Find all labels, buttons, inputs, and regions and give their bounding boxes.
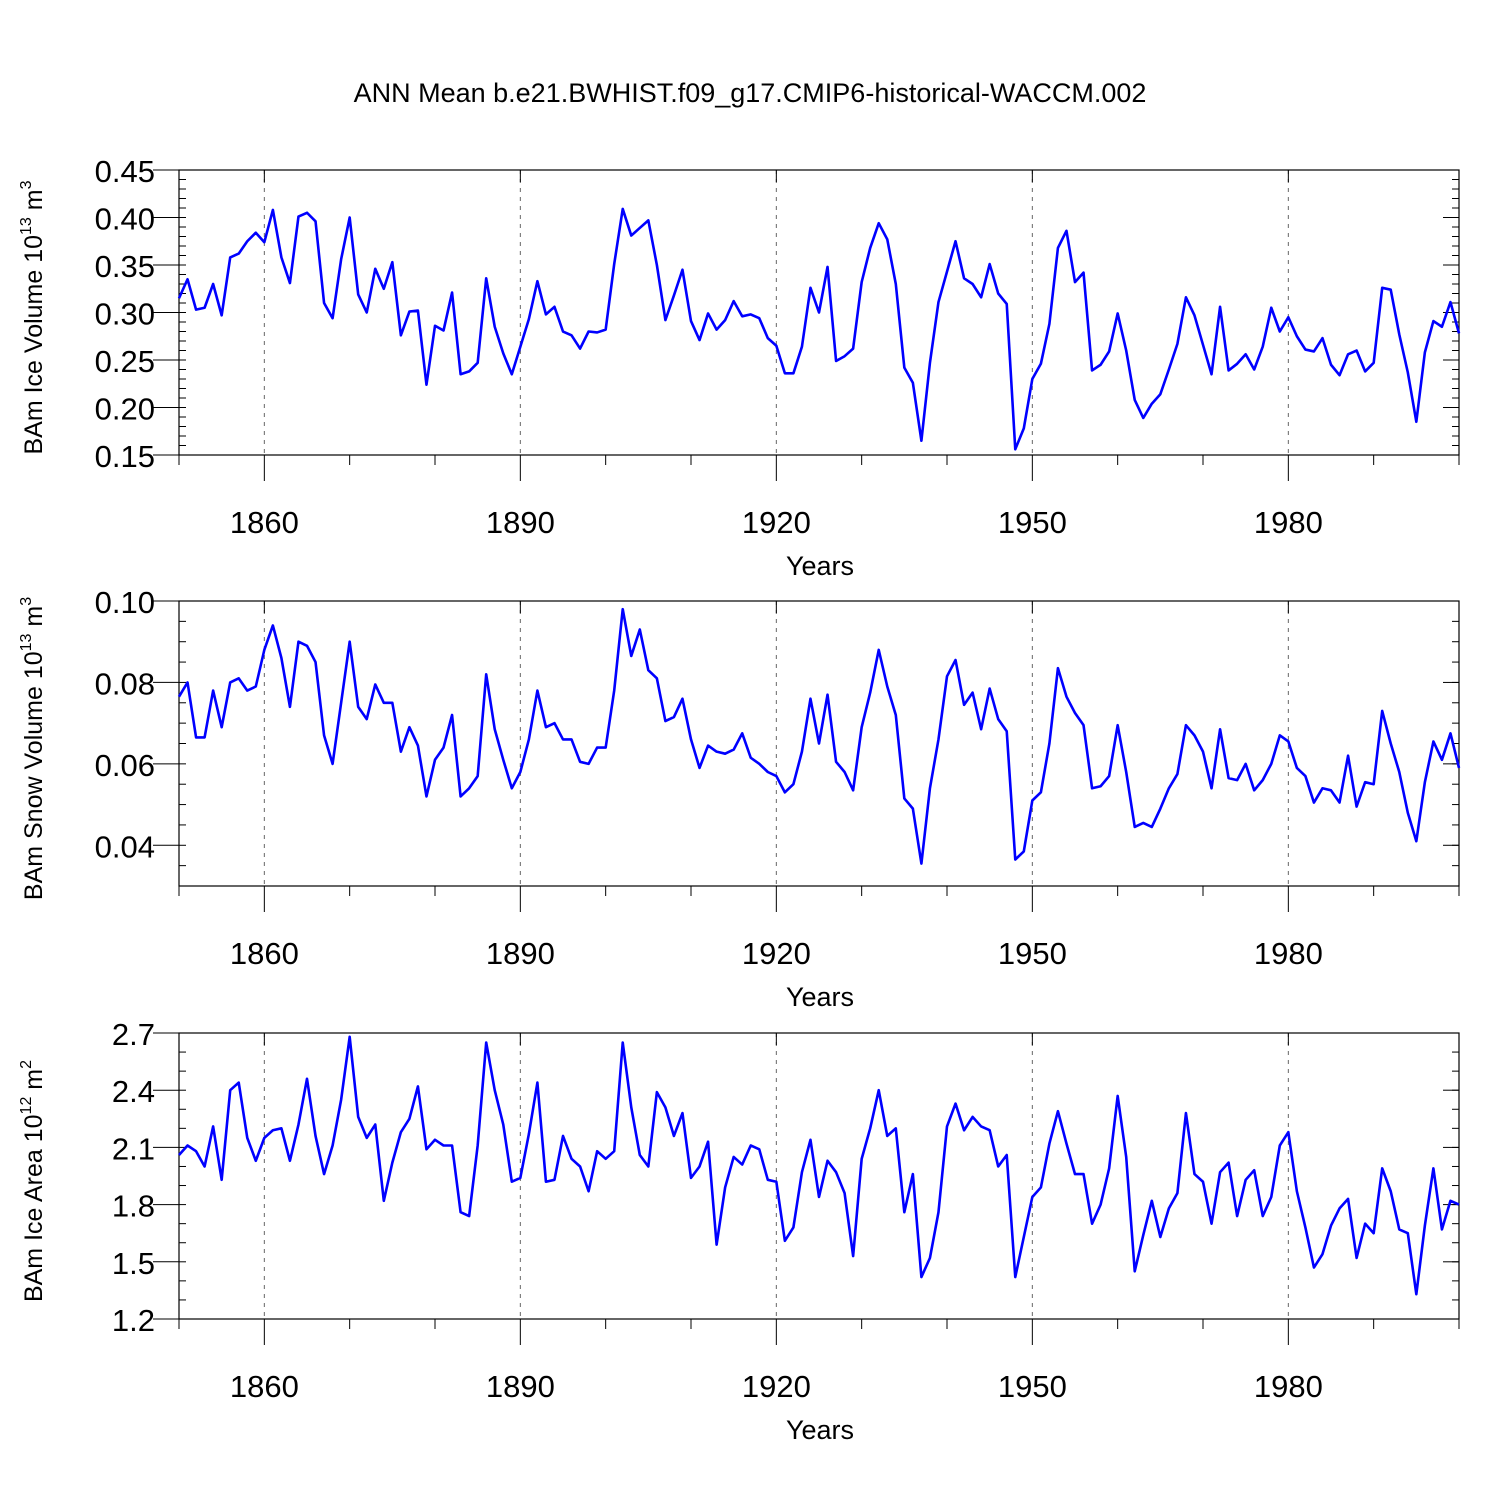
y-tick-label: 2.1 [112, 1131, 155, 1166]
x-tick-label: 1980 [1254, 936, 1323, 971]
x-tick-label: 1950 [998, 1369, 1067, 1404]
y-tick-label: 0.15 [95, 439, 155, 474]
x-tick-label: 1980 [1254, 505, 1323, 540]
plot-frame [178, 169, 1460, 456]
x-tick-label: 1980 [1254, 1369, 1323, 1404]
y-axis-label: BAm Ice Area 1012 m2 [18, 1060, 48, 1302]
series-line [178, 1035, 1460, 1296]
series-line [177, 607, 1461, 865]
y-tick-label: 0.10 [95, 585, 155, 620]
y-tick-label: 0.45 [95, 154, 155, 189]
x-tick-label: 1920 [742, 936, 811, 971]
x-axis-label: Years [786, 551, 854, 581]
y-tick-label: 0.20 [95, 392, 155, 427]
panel-ice-area: 1.2 1.5 1.8 2.1 2.4 2.7 1860 1890 1920 1950 1980 Ye… [18, 1017, 1460, 1445]
y-tick-label: 0.25 [95, 344, 155, 379]
y-tick-label: 0.06 [95, 748, 155, 783]
y-tick-label: 0.04 [95, 829, 155, 864]
y-tick-label: 0.08 [95, 666, 155, 701]
x-tick-label: 1860 [230, 936, 299, 971]
panel-snow-volume: 0.04 0.06 0.08 0.10 1860 1890 1920 1950 1980 Year… [18, 585, 1461, 1012]
x-tick-label: 1860 [230, 505, 299, 540]
y-tick-label: 2.7 [112, 1017, 155, 1052]
y-tick-label: 0.35 [95, 249, 155, 284]
y-tick-label: 2.4 [112, 1074, 155, 1109]
x-tick-label: 1890 [486, 936, 555, 971]
y-axis-label: BAm Ice Volume 1013 m3 [18, 180, 48, 454]
y-axis-label: BAm Snow Volume 1013 m3 [18, 597, 48, 900]
x-tick-label: 1920 [742, 505, 811, 540]
x-tick-label: 1920 [742, 1369, 811, 1404]
y-tick-label: 0.30 [95, 297, 155, 332]
chart-title: ANN Mean b.e21.BWHIST.f09_g17.CMIP6-hist… [353, 78, 1147, 108]
x-axis-label: Years [786, 1415, 854, 1445]
y-tick-label: 1.2 [112, 1303, 155, 1338]
x-axis-label: Years [786, 982, 854, 1012]
plot-frame [178, 1032, 1460, 1320]
x-tick-label: 1860 [230, 1369, 299, 1404]
panel-ice-volume: 0.15 0.20 0.25 0.30 0.35 0.40 0.45 1860 1890 1920… [18, 154, 1461, 581]
y-tick-label: 1.8 [112, 1189, 155, 1224]
x-tick-label: 1950 [998, 936, 1067, 971]
x-tick-label: 1890 [486, 505, 555, 540]
y-tick-label: 0.40 [95, 202, 155, 237]
plot-frame [178, 600, 1460, 887]
x-tick-label: 1950 [998, 505, 1067, 540]
y-tick-label: 1.5 [112, 1246, 155, 1281]
series-line [177, 207, 1461, 451]
x-tick-label: 1890 [486, 1369, 555, 1404]
